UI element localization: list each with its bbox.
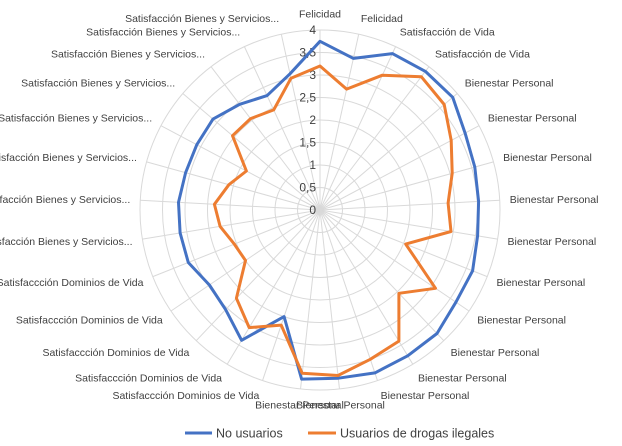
category-label: Satisfacción Bienes y Servicios...: [51, 48, 205, 60]
grid-spoke: [300, 209, 321, 389]
category-label: Bienestar Personal: [497, 277, 586, 289]
grid-spoke: [319, 209, 378, 381]
category-label: Bienestar Personal: [296, 399, 385, 411]
category-label: Bienestar Personal: [381, 390, 470, 402]
category-label: Felicidad: [361, 13, 403, 25]
category-label: Satisfaccción Dominios de Vida: [75, 372, 222, 384]
category-label: Felicidad: [299, 9, 341, 21]
category-label: Satisfaccción Dominios de Vida: [112, 390, 259, 402]
grid-spoke: [140, 199, 321, 211]
category-label: Bienestar Personal: [503, 152, 592, 164]
grid-spoke: [319, 125, 480, 211]
category-label: Satisfacción de Vida: [400, 27, 495, 39]
radar-grid: [139, 29, 501, 391]
category-label: Satisfaccción Dominios de Vida: [0, 277, 144, 289]
category-label: Bienestar Personal: [255, 399, 344, 411]
legend: No usuarios Usuarios de drogas ilegales: [185, 427, 494, 441]
grid-spoke: [319, 199, 500, 211]
tick-label: 2,5: [299, 91, 316, 105]
grid-spoke: [262, 209, 321, 381]
category-label: Satisfaccción Dominios de Vida: [42, 347, 189, 359]
grid-spoke: [319, 93, 458, 211]
grid-spoke: [146, 161, 321, 211]
tick-label: 4: [309, 23, 316, 37]
category-label: Bienestar Personal: [510, 194, 599, 206]
grid-spoke: [243, 46, 321, 211]
grid-spoke: [319, 161, 494, 211]
grid-spoke: [210, 66, 321, 211]
tick-label: 0: [309, 203, 316, 217]
category-label: Bienestar Personal: [465, 78, 554, 90]
series-lines: [177, 39, 481, 381]
grid-spoke: [319, 34, 360, 211]
grid-spoke: [319, 66, 430, 211]
grid-spoke: [319, 209, 340, 389]
tick-label: 2: [309, 113, 316, 127]
category-label: Satisfacción Bienes y Servicios...: [0, 194, 130, 206]
category-label: Satisfacción Bienes y Servicios...: [0, 236, 133, 248]
grid-spoke: [319, 209, 470, 312]
category-label: Bienestar Personal: [451, 347, 540, 359]
tick-label: 1: [309, 158, 316, 172]
series-line-no-usuarios: [177, 39, 481, 381]
legend-label-no-usuarios: No usuarios: [216, 427, 283, 441]
grid-spoke: [319, 209, 488, 278]
category-label: Satisfacción de Vida: [435, 48, 530, 60]
grid-spoke: [142, 209, 321, 240]
grid-spoke: [319, 209, 498, 240]
grid-spoke: [319, 209, 445, 342]
grid-spoke: [152, 209, 321, 278]
grid-spoke: [182, 93, 321, 211]
grid-spoke: [195, 209, 321, 342]
legend-label-usuarios-drogas: Usuarios de drogas ilegales: [340, 427, 494, 441]
category-label: Satisfaccción Dominios de Vida: [16, 314, 163, 326]
tick-label: 1,5: [299, 136, 316, 150]
category-label: Bienestar Personal: [418, 372, 507, 384]
category-label: Satisfacción Bienes y Servicios...: [21, 78, 175, 90]
category-labels: Felicidad Felicidad Satisfacción de Vida Sa…: [0, 9, 598, 412]
grid-spoke: [160, 125, 321, 211]
grid-spoke: [319, 209, 414, 365]
series-line-usuarios-drogas: [212, 64, 454, 377]
category-label: Satisfacción Bienes y Servicios...: [0, 152, 137, 164]
category-label: Satisfacción Bienes y Servicios...: [0, 113, 152, 125]
category-label: Bienestar Personal: [488, 113, 577, 125]
category-label: Satisfacción Bienes y Servicios...: [86, 27, 240, 39]
category-label: Bienestar Personal: [507, 236, 596, 248]
tick-label: 0,5: [299, 181, 316, 195]
category-label: Satisfacción Bienes y Servicios...: [125, 13, 279, 25]
tick-label: 3: [309, 68, 316, 82]
grid-spoke: [280, 34, 321, 211]
category-label: Bienestar Personal: [477, 314, 566, 326]
radial-tick-labels: 00,511,522,533,54: [299, 23, 316, 217]
